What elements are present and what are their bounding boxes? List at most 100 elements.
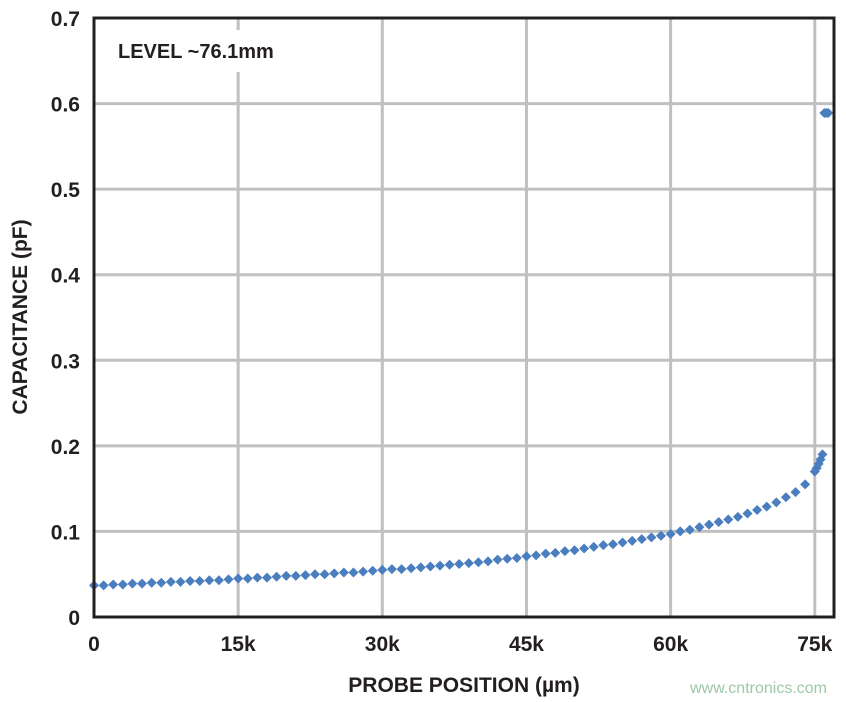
data-point (607, 539, 618, 550)
data-point (732, 511, 743, 522)
data-point (137, 578, 148, 589)
level-annotation: LEVEL ~76.1mm (118, 41, 274, 63)
x-tick-label: 30k (365, 633, 400, 656)
data-point (98, 580, 109, 591)
data-point (348, 567, 359, 578)
watermark: www.cntronics.com (689, 680, 827, 697)
data-point (117, 579, 128, 590)
data-point (204, 575, 215, 586)
x-tick-labels: 0 15k 30k 45k 60k 75k (88, 633, 832, 656)
data-point (396, 564, 407, 575)
data-point (665, 528, 676, 539)
data-point (646, 532, 657, 543)
data-point (617, 537, 628, 548)
data-point (156, 577, 167, 588)
data-point (483, 556, 494, 567)
grid (94, 18, 834, 617)
data-point (588, 541, 599, 552)
y-tick-label: 0.7 (51, 8, 80, 31)
data-point (540, 548, 551, 559)
data-point (367, 565, 378, 576)
data-point (704, 519, 715, 530)
x-tick-label: 75k (797, 633, 832, 656)
annotation-box (108, 30, 318, 72)
data-point (271, 571, 282, 582)
data-point (319, 569, 330, 580)
y-tick-label: 0.5 (51, 179, 81, 202)
data-point (800, 479, 811, 490)
data-point (329, 568, 340, 579)
data-point (531, 550, 542, 561)
data-point (511, 552, 522, 563)
data-point (338, 567, 349, 578)
data-point (165, 576, 176, 587)
data-point (569, 545, 580, 556)
data-point (444, 559, 455, 570)
data-point (823, 107, 834, 118)
data-point (175, 576, 186, 587)
x-tick-label: 45k (509, 633, 544, 656)
data-point (146, 577, 157, 588)
data-point (425, 561, 436, 572)
data-point (627, 535, 638, 546)
data-point (636, 534, 647, 545)
y-tick-label: 0.4 (51, 265, 81, 288)
data-point (521, 551, 532, 562)
data-point (127, 578, 138, 589)
data-point (310, 569, 321, 580)
data-point (434, 560, 445, 571)
data-point (723, 514, 734, 525)
data-point (108, 579, 119, 590)
data-point (473, 557, 484, 568)
data-point (742, 508, 753, 519)
data-point (713, 517, 724, 528)
data-point (252, 572, 263, 583)
data-point (817, 449, 828, 460)
data-point (281, 570, 292, 581)
data-point (415, 562, 426, 573)
data-point (233, 573, 244, 584)
data-point (790, 487, 801, 498)
data-point (598, 540, 609, 551)
x-tick-label: 60k (653, 633, 688, 656)
data-point (290, 570, 301, 581)
data-point (675, 526, 686, 537)
data-point (185, 576, 196, 587)
data-point (502, 553, 513, 564)
y-tick-labels: 0 0.1 0.2 0.3 0.4 0.5 0.6 0.7 (51, 8, 81, 630)
y-tick-label: 0.6 (51, 94, 80, 117)
data-point (358, 566, 369, 577)
data-point (406, 563, 417, 574)
x-tick-label: 0 (88, 633, 100, 656)
data-point (752, 505, 763, 516)
y-tick-label: 0.3 (51, 350, 80, 373)
plot-frame (92, 16, 836, 619)
data-point (454, 558, 465, 569)
data-point (761, 501, 772, 512)
data-point (377, 564, 388, 575)
data-series (89, 107, 834, 591)
y-tick-label: 0 (68, 607, 80, 630)
x-axis-label: PROBE POSITION (µm) (348, 674, 579, 697)
data-point (780, 492, 791, 503)
data-point (492, 554, 503, 565)
data-point (684, 524, 695, 535)
data-point (463, 558, 474, 569)
data-point (559, 546, 570, 557)
data-point (300, 570, 311, 581)
data-point (213, 575, 224, 586)
data-point (194, 576, 205, 587)
data-point (694, 522, 705, 533)
data-point (223, 574, 234, 585)
data-point (656, 530, 667, 541)
data-point (386, 564, 397, 575)
y-axis-label: CAPACITANCE (pF) (9, 219, 32, 414)
data-point (579, 543, 590, 554)
y-tick-label: 0.2 (51, 436, 80, 459)
data-point (261, 572, 272, 583)
data-point (771, 497, 782, 508)
data-point (550, 547, 561, 558)
y-tick-label: 0.1 (51, 521, 81, 544)
data-point (242, 573, 253, 584)
